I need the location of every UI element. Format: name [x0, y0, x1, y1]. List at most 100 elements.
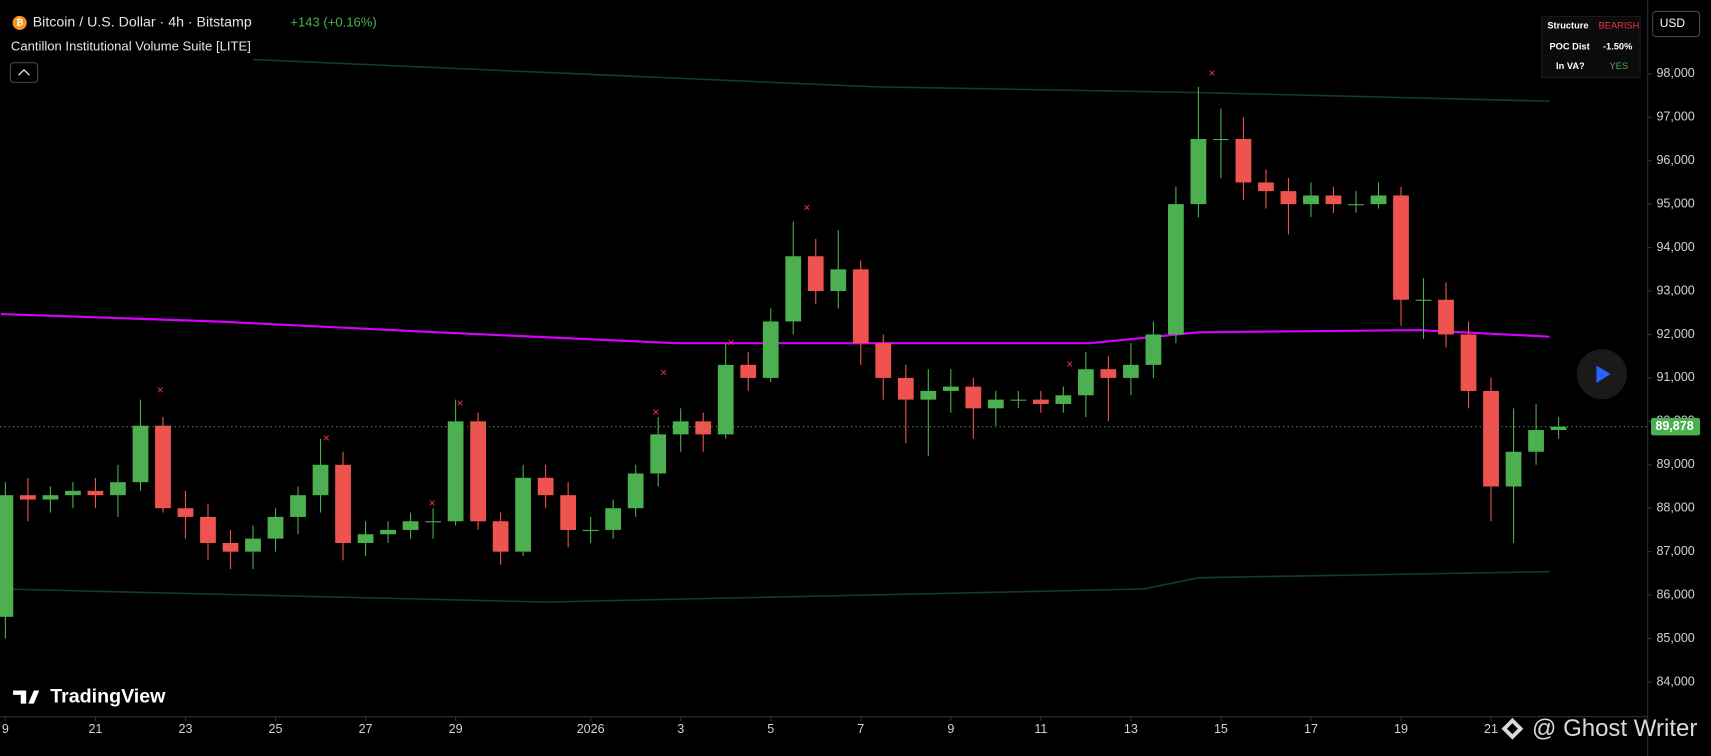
candle-body: [537, 477, 554, 496]
candle-body: [1505, 451, 1522, 487]
candle-body: [1168, 204, 1184, 335]
tradingview-logo: [13, 690, 40, 704]
y-tick-label: 96,000: [1656, 153, 1694, 167]
y-tick-label: 95,000: [1656, 196, 1694, 210]
signal-marker: ×: [1066, 357, 1073, 371]
table-label: In VA?: [1556, 61, 1585, 71]
y-tick-label: 84,000: [1656, 674, 1694, 688]
candle-body: [1393, 195, 1409, 300]
watermark: @ Ghost Writer: [1532, 715, 1697, 742]
x-tick-label: 23: [179, 722, 193, 736]
candle-body: [920, 390, 937, 400]
table-label: POC Dist: [1550, 41, 1590, 51]
x-tick-label: 25: [269, 722, 283, 736]
y-tick-label: 86,000: [1656, 587, 1694, 601]
y-tick-label: 87,000: [1656, 544, 1694, 558]
candle-body: [897, 377, 914, 400]
candle-body: [650, 434, 667, 474]
x-tick-label: 21: [88, 722, 102, 736]
candle-body: [1145, 334, 1162, 365]
signal-marker: ×: [652, 405, 659, 419]
candle-body: [42, 495, 59, 500]
candle-body: [1325, 195, 1342, 205]
signal-marker: ×: [157, 383, 164, 397]
candle-body: [20, 495, 36, 500]
candle-body: [87, 490, 104, 496]
candle-body: [1415, 299, 1432, 301]
signal-marker: ×: [323, 431, 330, 445]
x-tick-label: 17: [1304, 722, 1318, 736]
last-price-label: 89,878: [1655, 419, 1693, 433]
x-tick-label: 2026: [577, 722, 605, 736]
signal-marker: ×: [457, 396, 464, 410]
candle-body: [605, 508, 622, 530]
signal-marker: ×: [660, 366, 667, 380]
candle-body: [380, 529, 396, 535]
y-tick-label: 93,000: [1656, 283, 1694, 297]
candle-body: [515, 477, 532, 552]
candle-body: [155, 425, 171, 509]
candle-body: [987, 399, 1004, 409]
collapse-button[interactable]: [9, 62, 39, 83]
x-tick-label: 9: [947, 722, 954, 736]
candle-body: [0, 495, 14, 617]
candle-body: [830, 269, 847, 292]
table-value: -1.50%: [1603, 41, 1632, 51]
candle-body: [1483, 390, 1499, 487]
candle-body: [942, 386, 959, 391]
price-change: +143 (+0.16%): [290, 14, 377, 29]
candle-body: [177, 508, 194, 517]
candle-body: [717, 364, 734, 435]
signal-marker: ×: [429, 496, 436, 510]
candle-body: [1348, 204, 1364, 206]
candle-body: [1550, 426, 1567, 431]
table-value: YES: [1610, 61, 1629, 71]
candle-body: [1213, 139, 1229, 141]
candle-body: [1528, 430, 1544, 452]
candle-body: [132, 425, 149, 483]
candle-body: [65, 490, 81, 496]
candle-body: [560, 495, 577, 530]
candle-body: [335, 464, 351, 543]
candle-body: [965, 386, 982, 409]
y-tick-label: 91,000: [1656, 370, 1694, 384]
x-tick-label: 21: [1484, 722, 1498, 736]
candle-body: [267, 516, 284, 539]
candle-body: [1123, 364, 1139, 378]
brand-name: TradingView: [50, 685, 166, 707]
x-tick-label: 15: [1214, 722, 1228, 736]
currency-button[interactable]: [1652, 10, 1701, 38]
candle-body: [290, 495, 306, 517]
candle-body: [492, 521, 509, 552]
candle-body: [1370, 195, 1387, 205]
candle-body: [110, 482, 126, 496]
candle-body: [1190, 139, 1207, 205]
candle-body: [1055, 395, 1072, 404]
candle-body: [470, 421, 486, 522]
indicator-name: Cantillon Institutional Volume Suite [LI…: [11, 38, 251, 53]
candle-body: [695, 421, 712, 435]
x-tick-label: 11: [1034, 722, 1047, 736]
candle-body: [1258, 182, 1274, 192]
candle-body: [1460, 334, 1477, 391]
y-tick-label: 92,000: [1656, 327, 1694, 341]
candle-body: [627, 473, 644, 509]
indicator-line: [0, 570, 1550, 603]
collapse-icon: [18, 68, 30, 76]
x-tick-label: 27: [359, 722, 373, 736]
x-tick-label: 13: [1124, 722, 1138, 736]
bitcoin-icon-glyph: ₿: [16, 18, 23, 28]
last-price-badge: [1650, 417, 1701, 436]
candle-body: [1010, 399, 1027, 401]
x-tick-label: 29: [449, 722, 463, 736]
candle-body: [245, 538, 261, 552]
symbol-title: Bitcoin / U.S. Dollar · 4h · Bitstamp: [33, 15, 252, 31]
candle-body: [200, 516, 216, 543]
candle-body: [1100, 369, 1117, 378]
candle-body: [740, 364, 757, 378]
signal-marker: ×: [1208, 66, 1215, 80]
x-tick-label: 3: [677, 722, 684, 736]
candle-body: [1438, 299, 1454, 335]
